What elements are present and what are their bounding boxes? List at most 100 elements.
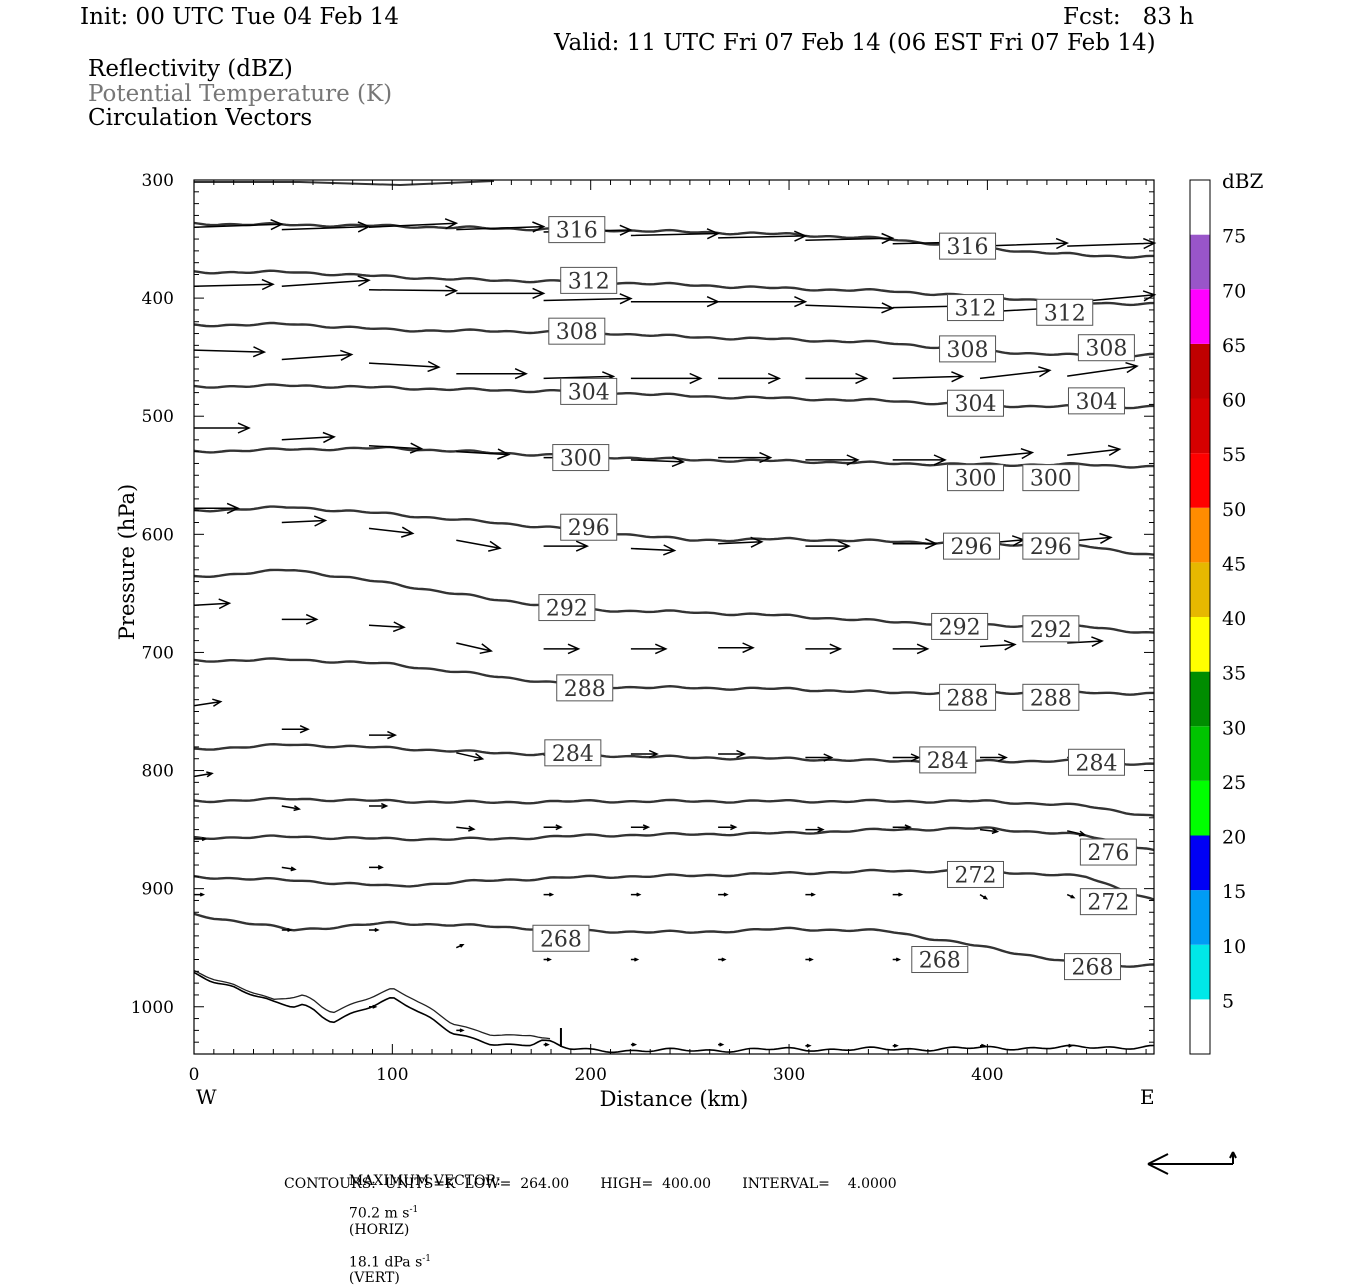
x-tick-label: 300 bbox=[773, 1065, 805, 1085]
contour-label-box bbox=[548, 216, 606, 244]
contour-label-296: 296 bbox=[1022, 532, 1080, 560]
contour-label-text: 272 bbox=[954, 863, 996, 888]
colorbar-tick-label: 45 bbox=[1222, 553, 1246, 575]
circulation-vector bbox=[194, 598, 232, 610]
field-reflectivity: Reflectivity (dBZ) bbox=[88, 56, 293, 82]
theta-contour-304 bbox=[193, 383, 1154, 410]
theta-contour-284 bbox=[193, 742, 1155, 766]
reference-vector-arrow bbox=[1147, 1151, 1237, 1175]
contour-label-box bbox=[1022, 532, 1080, 560]
circulation-vector bbox=[892, 371, 965, 383]
circulation-vector bbox=[369, 1004, 378, 1009]
circulation-vector bbox=[543, 540, 590, 552]
colorbar-segment bbox=[1190, 944, 1210, 1000]
colorbar-segment bbox=[1190, 671, 1210, 727]
circulation-vector bbox=[718, 892, 729, 897]
contour-label-296: 296 bbox=[560, 513, 618, 541]
circulation-vector bbox=[368, 621, 406, 633]
horiz-tag: (HORIZ) bbox=[348, 1221, 410, 1238]
contour-label-text: 292 bbox=[939, 615, 981, 640]
x-axis-title: Distance (km) bbox=[600, 1087, 749, 1111]
colorbar-segment bbox=[1190, 890, 1210, 945]
colorbar-unit: dBZ bbox=[1222, 169, 1264, 193]
circulation-vector bbox=[194, 892, 206, 897]
contour-label-box bbox=[931, 612, 989, 640]
circulation-vector bbox=[805, 302, 895, 314]
circulation-vector bbox=[892, 643, 930, 655]
circulation-vector bbox=[368, 360, 441, 373]
x-end-label-right: E bbox=[1140, 1085, 1155, 1109]
colorbar-segment bbox=[1190, 398, 1210, 454]
field-circulation-vectors: Circulation Vectors bbox=[88, 105, 313, 131]
circulation-vector bbox=[368, 526, 415, 538]
contour-label-text: 288 bbox=[947, 686, 989, 711]
contour-label-box bbox=[919, 746, 977, 774]
contour-label-box bbox=[538, 594, 596, 622]
circulation-vector bbox=[892, 824, 912, 831]
contour-label-288: 288 bbox=[556, 674, 614, 702]
circulation-vector bbox=[1067, 1043, 1074, 1048]
circulation-vector bbox=[718, 372, 782, 385]
contour-label-text: 304 bbox=[568, 380, 610, 405]
circulation-vector bbox=[455, 943, 465, 949]
contour-label-312: 312 bbox=[946, 294, 1004, 322]
contour-label-284: 284 bbox=[919, 746, 977, 774]
contour-label-text: 288 bbox=[564, 677, 606, 702]
circulation-vector bbox=[543, 892, 555, 897]
contour-label-box bbox=[946, 389, 1004, 417]
contour-label-box bbox=[532, 924, 590, 952]
circulation-vector bbox=[718, 1042, 725, 1047]
contour-label-box bbox=[1077, 334, 1135, 362]
contour-label-284: 284 bbox=[1067, 748, 1125, 776]
contour-label-text: 284 bbox=[1075, 751, 1117, 776]
contour-label-268: 268 bbox=[911, 946, 969, 974]
contour-label-272: 272 bbox=[1079, 888, 1137, 916]
contour-label-276: 276 bbox=[1079, 838, 1137, 866]
circulation-vector bbox=[194, 771, 214, 778]
theta-contour-288 bbox=[193, 657, 1154, 696]
circulation-vector bbox=[456, 539, 502, 552]
circulation-vector bbox=[718, 296, 808, 308]
contour-label-text: 300 bbox=[954, 467, 996, 492]
colorbar-tick-label: 55 bbox=[1222, 444, 1246, 466]
contour-label-box bbox=[556, 674, 614, 702]
circulation-vector bbox=[194, 278, 275, 291]
contour-label-316: 316 bbox=[548, 216, 606, 244]
contour-label-text: 272 bbox=[1087, 891, 1129, 916]
circulation-vector bbox=[630, 957, 640, 962]
contour-label-304: 304 bbox=[1067, 387, 1125, 415]
circulation-vector bbox=[1067, 830, 1087, 837]
circulation-vector bbox=[194, 422, 251, 434]
circulation-vector bbox=[369, 802, 389, 809]
circulation-vector bbox=[630, 1042, 638, 1047]
theta-contour-312 bbox=[193, 269, 1154, 307]
contour-label-box bbox=[560, 377, 618, 405]
contours-info: CONTOURS: UNITS=K LOW= 264.00 HIGH= 400.… bbox=[284, 1176, 897, 1192]
contour-label-text: 268 bbox=[1072, 956, 1114, 981]
contour-label-box bbox=[1022, 464, 1080, 492]
x-tick-label: 200 bbox=[574, 1065, 606, 1085]
circulation-vector bbox=[281, 515, 328, 527]
circulation-vector bbox=[805, 454, 860, 466]
theta-contour-292 bbox=[193, 568, 1155, 634]
contour-label-272: 272 bbox=[946, 860, 1004, 888]
x-tick-label: 100 bbox=[376, 1065, 408, 1085]
contour-label-box bbox=[560, 513, 618, 541]
contour-label-box bbox=[1036, 298, 1094, 326]
circulation-vector bbox=[543, 643, 581, 655]
contour-label-box bbox=[946, 860, 1004, 888]
contour-label-text: 312 bbox=[1044, 301, 1086, 326]
contour-label-308: 308 bbox=[1077, 334, 1135, 362]
circulation-vector bbox=[194, 219, 284, 231]
forecast-hour: Fcst: 83 h bbox=[1063, 4, 1194, 30]
circulation-vector bbox=[718, 451, 773, 464]
y-tick-label: 600 bbox=[142, 525, 174, 545]
colorbar-tick-label: 25 bbox=[1222, 772, 1246, 794]
field-potential-temperature: Potential Temperature (K) bbox=[88, 81, 393, 107]
theta-contour-296 bbox=[193, 505, 1155, 556]
terrain-line bbox=[193, 971, 1155, 1054]
x-tick-label: 400 bbox=[971, 1065, 1003, 1085]
circulation-vector bbox=[718, 642, 755, 654]
circulation-vector bbox=[979, 447, 1035, 460]
theta-contour-268 bbox=[193, 912, 1155, 968]
